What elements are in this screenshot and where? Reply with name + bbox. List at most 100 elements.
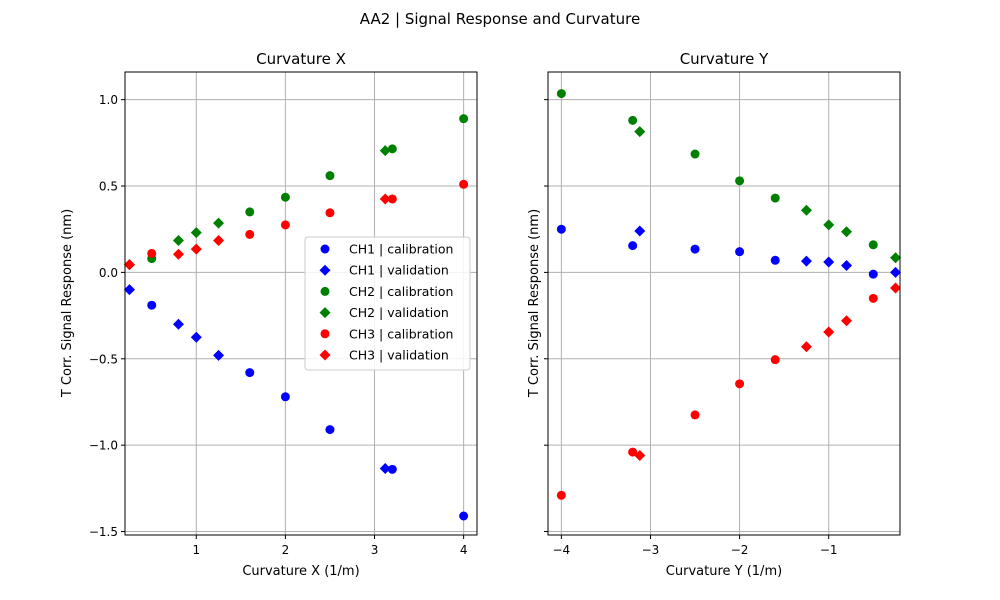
data-point — [628, 447, 638, 457]
data-point — [823, 219, 835, 231]
data-point — [190, 227, 202, 239]
grid-x — [125, 72, 477, 535]
data-point — [325, 425, 335, 435]
data-point — [172, 318, 184, 330]
legend-entry: CH3 | calibration — [320, 326, 453, 341]
legend-entry: CH2 | calibration — [320, 284, 453, 299]
data-point — [823, 256, 835, 268]
data-point — [690, 244, 700, 254]
legend-label: CH1 | calibration — [349, 242, 453, 257]
data-point — [770, 355, 780, 365]
data-point — [841, 259, 853, 271]
plot-area-y — [556, 89, 902, 500]
data-point — [213, 217, 225, 229]
data-point — [213, 349, 225, 361]
data-point — [634, 225, 646, 237]
data-point — [890, 266, 902, 278]
axes-frame-x — [124, 71, 478, 536]
data-point — [735, 176, 745, 186]
legend-label: CH2 | calibration — [349, 284, 453, 299]
legend-marker — [320, 244, 330, 254]
data-point — [890, 282, 902, 294]
data-point — [634, 450, 646, 462]
data-point — [770, 193, 780, 203]
legend: CH1 | calibration CH1 | validation CH2 | c… — [304, 236, 471, 371]
x-tick-label: −4 — [553, 543, 571, 557]
data-point — [841, 315, 853, 327]
data-point — [634, 126, 646, 138]
axes-title-x: Curvature X — [256, 50, 346, 68]
legend-label: CH3 | validation — [349, 348, 449, 363]
data-point — [190, 331, 202, 343]
data-point — [245, 229, 255, 239]
data-point — [690, 149, 700, 159]
x-tick-label: −2 — [731, 543, 749, 557]
x-tick-label: −3 — [642, 543, 660, 557]
x-tick-label: −1 — [820, 543, 838, 557]
data-point — [325, 171, 335, 181]
data-point — [280, 220, 290, 230]
data-point — [190, 243, 202, 255]
data-point — [379, 193, 391, 205]
y-axis-label-x: T Corr. Signal Response (nm) — [60, 209, 75, 398]
data-point — [735, 247, 745, 257]
y-axis-label-y: T Corr. Signal Response (nm) — [527, 209, 542, 398]
figure-suptitle: AA2 | Signal Response and Curvature — [360, 10, 640, 28]
data-point — [690, 410, 700, 420]
data-point — [123, 284, 135, 296]
axes-title-y: Curvature Y — [680, 50, 769, 68]
data-point — [770, 255, 780, 265]
y-tick-label: −0.5 — [89, 352, 118, 366]
data-point — [628, 241, 638, 251]
data-point — [147, 248, 157, 258]
axes-frame-y — [547, 71, 901, 536]
legend-entry: CH3 | validation — [319, 348, 449, 363]
ticks-x: 1 2 3 4 −1.5 −1.0 −0.5 0.0 0.5 1.0 — [89, 93, 468, 557]
data-point — [868, 240, 878, 250]
data-point — [628, 115, 638, 125]
data-point — [556, 89, 566, 99]
data-point — [387, 194, 397, 204]
data-point — [823, 326, 835, 338]
data-point — [379, 145, 391, 157]
data-point — [556, 224, 566, 234]
grid-y — [548, 72, 900, 535]
data-point — [387, 464, 397, 474]
data-point — [280, 392, 290, 402]
legend-entry: CH2 | validation — [319, 305, 449, 320]
data-point — [890, 252, 902, 264]
data-point — [556, 490, 566, 500]
data-point — [800, 204, 812, 216]
x-tick-label: 3 — [371, 543, 379, 557]
legend-marker — [320, 329, 330, 339]
data-point — [172, 248, 184, 260]
x-tick-label: 4 — [460, 543, 468, 557]
legend-entry: CH1 | validation — [319, 263, 449, 278]
x-tick-label: 2 — [282, 543, 290, 557]
subplot-curvature-y: −4 −3 −2 −1 Curvature Y Curvature Y (1/m) T… — [527, 50, 902, 579]
data-point — [459, 511, 469, 521]
legend-box — [304, 236, 471, 371]
y-tick-label: −1.0 — [89, 439, 118, 453]
data-point — [123, 259, 135, 271]
legend-marker — [319, 307, 331, 319]
y-tick-label: 0.5 — [99, 180, 118, 194]
data-point — [245, 207, 255, 217]
data-point — [213, 234, 225, 246]
legend-label: CH3 | calibration — [349, 326, 453, 341]
data-point — [868, 269, 878, 279]
legend-label: CH1 | validation — [349, 263, 449, 278]
data-point — [172, 234, 184, 246]
x-axis-label-y: Curvature Y (1/m) — [666, 564, 782, 579]
subplot-curvature-x: 1 2 3 4 −1.5 −1.0 −0.5 0.0 0.5 1.0 Curvature X Cu… — [60, 50, 478, 579]
data-point — [735, 379, 745, 389]
legend-marker — [320, 286, 330, 296]
data-point — [459, 179, 469, 189]
data-point — [379, 462, 391, 474]
data-point — [800, 341, 812, 353]
plot-area-x — [123, 114, 469, 521]
y-tick-label: −1.5 — [89, 525, 118, 539]
data-point — [245, 368, 255, 378]
legend-entry: CH1 | calibration — [320, 242, 453, 257]
